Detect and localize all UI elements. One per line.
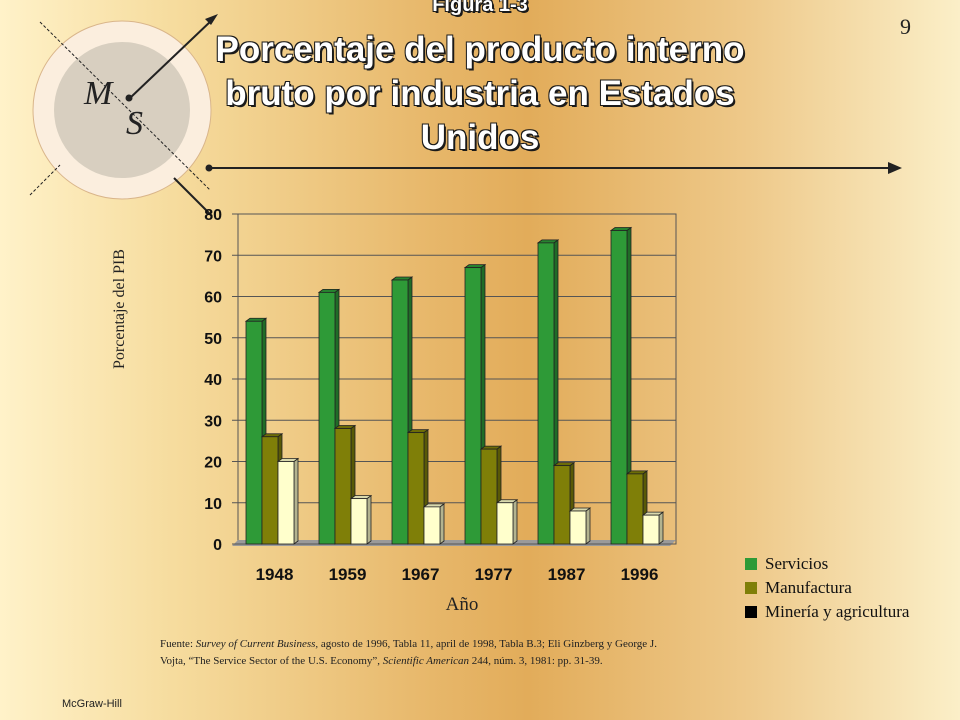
bar-mining-1987-side bbox=[585, 507, 591, 545]
bar-mining-1948-side bbox=[293, 457, 299, 545]
logo-letter-s: S bbox=[126, 105, 143, 142]
legend-item-manufacturing: Manufactura bbox=[745, 576, 909, 600]
publisher-footer: McGraw-Hill bbox=[62, 698, 122, 710]
y-tick-label: 0 bbox=[213, 537, 222, 554]
x-tick-label-1987: 1987 bbox=[548, 565, 586, 584]
page-number: 9 bbox=[900, 14, 911, 39]
bar-mining-1948-top bbox=[276, 458, 300, 462]
x-axis-label: Año bbox=[445, 594, 479, 615]
y-tick-label: 40 bbox=[204, 372, 222, 389]
y-tick-label: 20 bbox=[204, 455, 222, 472]
legend-swatch-services bbox=[745, 558, 757, 570]
legend-item-mining: Minería y agricultura bbox=[745, 600, 909, 624]
y-tick-label: 60 bbox=[204, 290, 222, 307]
logo-dot bbox=[125, 94, 133, 102]
chart-title: Porcentaje del producto interno bruto po… bbox=[215, 30, 745, 157]
bar-mining-1967-top bbox=[422, 503, 446, 508]
source-title-2: Scientific American bbox=[382, 655, 470, 667]
bar-manufacturing-1996-top bbox=[625, 470, 649, 475]
bar-mining-1967-side bbox=[439, 503, 445, 545]
legend-label-services: Servicios bbox=[765, 554, 829, 573]
source-title-1: Survey of Current Business, bbox=[195, 638, 319, 650]
bar-services-1977-top bbox=[463, 264, 487, 269]
legend-swatch-manufacturing bbox=[745, 582, 757, 594]
bar-services-1948 bbox=[245, 320, 263, 545]
y-tick-label: 10 bbox=[204, 496, 222, 513]
source-text-1: agosto de 1996, Tabla 11, april de 1998,… bbox=[160, 638, 657, 667]
bar-mining-1948 bbox=[277, 461, 295, 545]
bar-services-1987 bbox=[537, 242, 555, 545]
logo-diagonal-line-2 bbox=[29, 164, 61, 196]
bar-manufacturing-1948 bbox=[261, 436, 279, 545]
bar-mining-1977-top bbox=[495, 499, 519, 504]
bar-services-1967-top bbox=[390, 276, 414, 281]
bar-mining-1967 bbox=[423, 506, 441, 545]
bar-services-1996-top bbox=[609, 227, 633, 231]
bar-mining-1977 bbox=[496, 502, 514, 545]
bar-manufacturing-1967 bbox=[407, 432, 425, 545]
bar-manufacturing-1948-top bbox=[260, 433, 284, 438]
legend-swatch-mining bbox=[745, 606, 757, 618]
x-tick-label-1977: 1977 bbox=[475, 565, 513, 584]
x-tick-label-1948: 1948 bbox=[256, 565, 294, 584]
x-tick-label-1996: 1996 bbox=[621, 565, 659, 584]
y-tick-label: 30 bbox=[204, 413, 222, 430]
y-tick-label: 70 bbox=[204, 248, 222, 265]
bar-mining-1996-top bbox=[641, 511, 665, 516]
source-prefix: Fuente: bbox=[160, 638, 196, 650]
bar-services-1967 bbox=[391, 279, 409, 545]
bar-manufacturing-1967-top bbox=[406, 429, 430, 434]
title-underline-dot bbox=[205, 164, 213, 172]
source-text-2: 244, núm. 3, 1981: pp. 31-39. bbox=[469, 655, 603, 667]
logo-tail-line bbox=[173, 177, 213, 217]
legend-item-services: Servicios bbox=[745, 552, 909, 576]
figure-label: Figura 1-3 bbox=[432, 0, 528, 16]
y-tick-label: 80 bbox=[204, 207, 222, 224]
bar-mining-1996 bbox=[642, 514, 660, 545]
legend-label-manufacturing: Manufactura bbox=[765, 578, 852, 597]
plot-floor bbox=[232, 540, 676, 546]
bar-manufacturing-1977-top bbox=[479, 445, 503, 450]
bar-manufacturing-1987-top bbox=[552, 462, 576, 467]
bar-manufacturing-1987 bbox=[553, 465, 571, 545]
source-note: Fuente: Survey of Current Business, agos… bbox=[160, 636, 680, 670]
bar-mining-1959 bbox=[350, 498, 368, 545]
legend-label-mining: Minería y agricultura bbox=[765, 602, 910, 621]
x-tick-label-1967: 1967 bbox=[402, 565, 440, 584]
bar-mining-1959-top bbox=[349, 495, 373, 500]
bar-mining-1987-top bbox=[568, 507, 592, 512]
y-tick-label: 50 bbox=[204, 331, 222, 348]
bar-services-1987-top bbox=[536, 239, 560, 244]
logo-letter-m: M bbox=[83, 75, 114, 112]
y-axis-label: Porcentaje del PIB bbox=[111, 249, 128, 369]
bar-manufacturing-1977 bbox=[480, 448, 498, 545]
bar-services-1996 bbox=[610, 230, 628, 545]
bar-mining-1977-side bbox=[512, 498, 518, 545]
bar-services-1959 bbox=[318, 291, 336, 545]
bar-services-1977 bbox=[464, 267, 482, 545]
logo-arrow-line bbox=[129, 19, 213, 99]
bar-manufacturing-1959-top bbox=[333, 425, 357, 429]
bar-mining-1959-side bbox=[366, 494, 372, 545]
bar-manufacturing-1959 bbox=[334, 428, 352, 545]
x-tick-label-1959: 1959 bbox=[329, 565, 367, 584]
title-underline-arrowhead bbox=[888, 162, 902, 174]
logo-inner-circle bbox=[54, 42, 190, 178]
bar-services-1959-top bbox=[317, 288, 341, 293]
bar-mining-1987 bbox=[569, 510, 587, 545]
bar-mining-1996-side bbox=[658, 511, 664, 545]
bar-manufacturing-1996 bbox=[626, 473, 644, 545]
logo-arrow-head bbox=[205, 14, 218, 25]
chart-legend: Servicios Manufactura Minería y agricult… bbox=[745, 552, 909, 624]
bar-services-1948-top bbox=[244, 317, 268, 322]
